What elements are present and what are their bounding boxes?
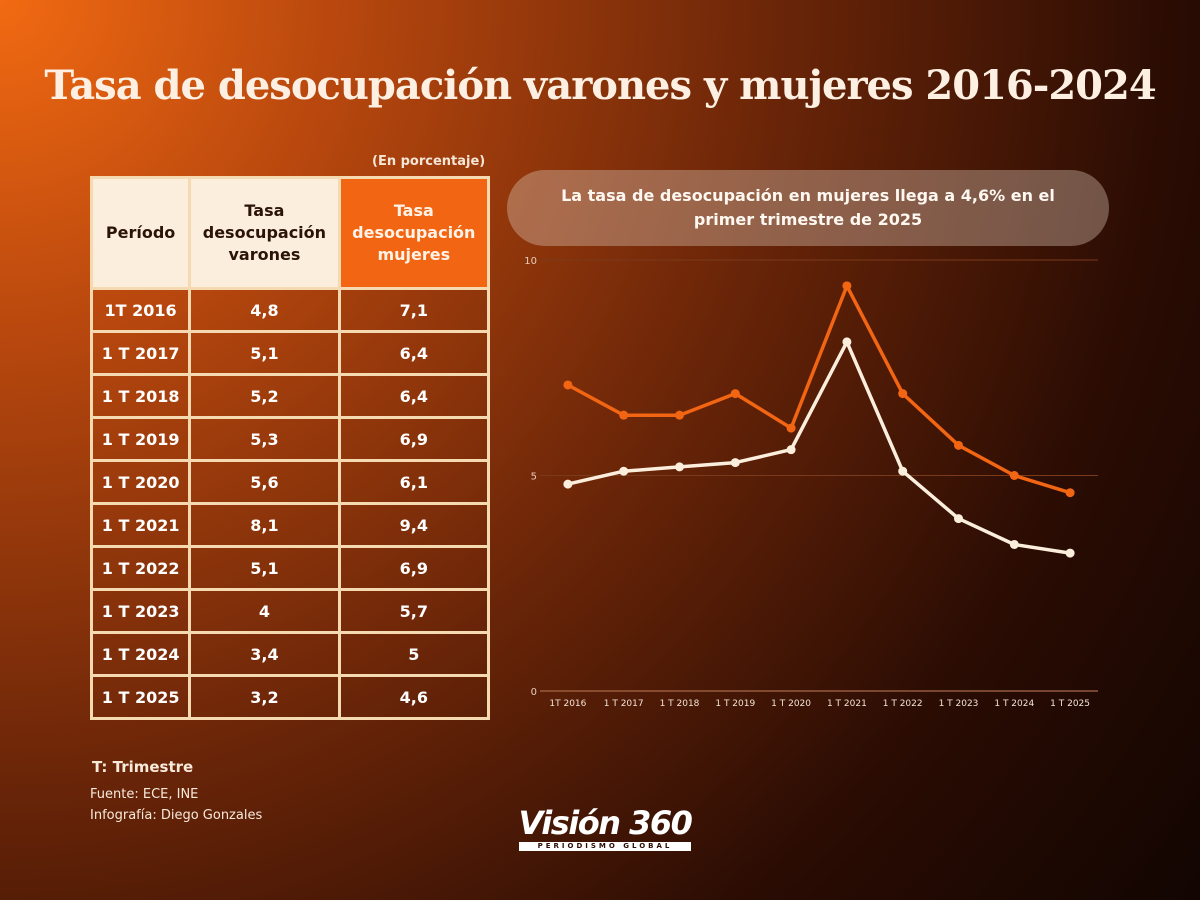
cell-mujeres: 4,6 [337,674,491,720]
data-point [730,389,740,399]
data-point [1009,471,1019,480]
cell-varones: 5,1 [188,330,341,376]
data-point [786,445,796,455]
cell-varones: 5,1 [188,545,341,591]
note-infografia: Infografía: Diego Gonzales [90,808,263,823]
data-point [842,281,852,291]
series-line [566,284,1072,495]
logo-tagline: PERIODISMO GLOBAL [519,842,691,851]
line-chart: 0 5 10 1T 2016 1 T 2017 1 T 2018 1 T 2019 1 T 2… [524,256,1098,709]
table-header-row: Período Tasa desocupación varones Tasa d… [89,176,491,290]
x-tick-label: 1 T 2025 [1050,699,1090,709]
logo-name: Visión 360 [518,804,693,842]
cell-varones: 4 [188,588,341,634]
cell-varones: 3,2 [188,674,341,720]
table-row: 1 T 2020 5,6 6,1 [89,459,491,505]
cell-mujeres: 5 [337,631,491,677]
unemployment-table: Período Tasa desocupación varones Tasa d… [89,176,491,720]
cell-periodo: 1 T 2022 [89,545,192,591]
data-point [619,466,629,476]
cell-mujeres: 6,4 [337,330,491,376]
cell-periodo: 1 T 2025 [89,674,192,720]
cell-varones: 3,4 [188,631,341,677]
vision360-logo: Visión 360 PERIODISMO GLOBAL [515,806,695,851]
note-trimestre: T: Trimestre [92,758,194,776]
data-point [675,410,684,420]
data-point [954,514,963,524]
cell-varones: 5,6 [188,459,341,505]
cell-varones: 4,8 [188,287,341,333]
page-title: Tasa de desocupación varones y mujeres 2… [44,62,1156,109]
cell-periodo: 1 T 2021 [89,502,192,548]
cell-periodo: 1 T 2018 [89,373,192,419]
cell-varones: 8,1 [188,502,341,548]
table-row: 1 T 2017 5,1 6,4 [89,330,491,376]
cell-mujeres: 6,9 [337,545,491,591]
data-point [786,423,796,433]
cell-periodo: 1 T 2020 [89,459,192,505]
note-fuente: Fuente: ECE, INE [90,787,199,802]
x-tick-label: 1 T 2017 [604,699,644,709]
cell-mujeres: 6,1 [337,459,491,505]
cell-periodo: 1T 2016 [89,287,192,333]
x-tick-label: 1 T 2021 [827,699,867,709]
table-row: 1 T 2024 3,4 5 [89,631,491,677]
cell-mujeres: 9,4 [337,502,491,548]
cell-mujeres: 6,4 [337,373,491,419]
cell-periodo: 1 T 2024 [89,631,192,677]
data-point [1065,548,1075,558]
table-row: 1T 2016 4,8 7,1 [89,287,491,333]
table-row: 1 T 2023 4 5,7 [89,588,491,634]
x-tick-label: 1 T 2023 [939,699,979,709]
data-point [954,440,963,450]
cell-mujeres: 7,1 [337,287,491,333]
chart-callout: La tasa de desocupación en mujeres llega… [507,170,1109,246]
x-tick-label: 1 T 2019 [715,699,755,709]
data-point [563,380,573,390]
y-tick-label: 0 [531,687,537,698]
table-row: 1 T 2022 5,1 6,9 [89,545,491,591]
y-tick-label: 5 [531,472,537,483]
cell-varones: 5,2 [188,373,341,419]
y-tick-label: 10 [524,256,537,267]
cell-mujeres: 6,9 [337,416,491,462]
data-point [619,410,629,420]
table-row: 1 T 2025 3,2 4,6 [89,674,491,720]
data-point [730,458,740,468]
header-mujeres: Tasa desocupación mujeres [337,176,491,290]
cell-periodo: 1 T 2023 [89,588,192,634]
cell-mujeres: 5,7 [337,588,491,634]
data-point [898,466,908,476]
footnotes: T: Trimestre Fuente: ECE, INE Infografía… [90,758,262,826]
x-tick-label: 1 T 2020 [771,699,811,709]
table-row: 1 T 2018 5,2 6,4 [89,373,491,419]
series-line [566,340,1072,555]
x-tick-label: 1 T 2018 [660,699,700,709]
data-point [1009,539,1019,549]
cell-periodo: 1 T 2019 [89,416,192,462]
table-row: 1 T 2019 5,3 6,9 [89,416,491,462]
table-row: 1 T 2021 8,1 9,4 [89,502,491,548]
data-point [675,462,684,472]
header-periodo: Período [89,176,192,290]
data-point [898,389,908,399]
data-point [842,337,852,347]
cell-periodo: 1 T 2017 [89,330,192,376]
cell-varones: 5,3 [188,416,341,462]
data-point [1065,488,1075,498]
x-tick-label: 1T 2016 [549,699,586,709]
units-note: (En porcentaje) [372,154,486,169]
header-varones: Tasa desocupación varones [188,176,341,290]
x-tick-label: 1 T 2022 [883,699,923,709]
data-point [563,479,573,489]
x-tick-label: 1 T 2024 [994,699,1034,709]
